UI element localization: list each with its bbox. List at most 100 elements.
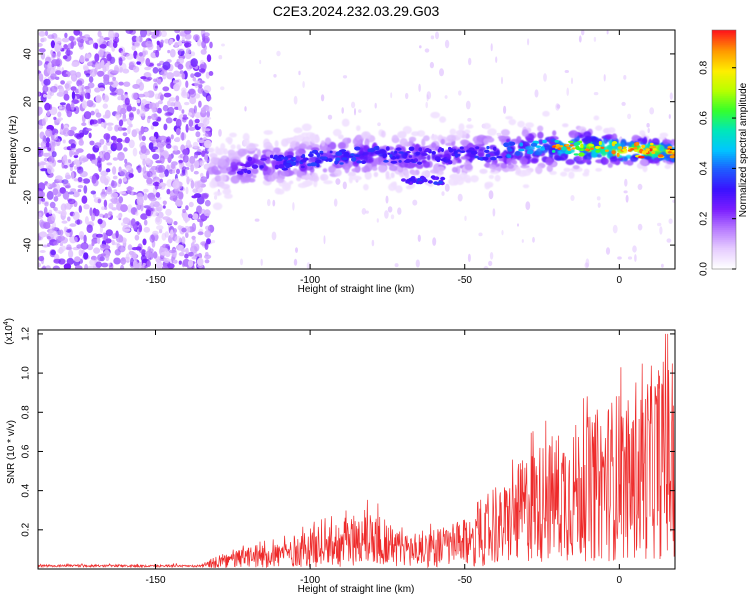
- faint-speck: [495, 56, 498, 63]
- noise-speck: [66, 257, 75, 265]
- signal-blob: [328, 165, 337, 174]
- noise-speck: [140, 76, 147, 80]
- colorbar-step: [712, 83, 736, 87]
- noise-speck: [175, 199, 183, 207]
- noise-speck: [44, 30, 49, 36]
- noise-speck: [104, 213, 109, 219]
- colorbar-step: [712, 159, 736, 163]
- signal-core: [389, 154, 393, 158]
- noise-speck: [86, 53, 91, 59]
- signal-core: [286, 155, 294, 159]
- signal-core: [316, 152, 321, 158]
- faint-speck: [637, 183, 643, 190]
- signal-core: [456, 149, 461, 152]
- signal-blob: [583, 131, 592, 139]
- signal-core: [379, 149, 386, 154]
- signal-core: [440, 158, 447, 162]
- noise-speck: [184, 101, 190, 106]
- noise-speck: [58, 229, 64, 236]
- noise-speck: [130, 257, 134, 267]
- noise-speck: [56, 118, 61, 123]
- noise-speck: [160, 70, 168, 76]
- noise-speck: [64, 83, 70, 89]
- signal-blob: [363, 132, 368, 138]
- noise-speck: [64, 32, 68, 38]
- signal-core: [351, 156, 357, 162]
- colorbar-step: [712, 73, 736, 77]
- noise-speck: [47, 62, 53, 69]
- noise-speck: [169, 48, 176, 58]
- noise-speck: [85, 128, 92, 132]
- faint-speck: [412, 199, 418, 206]
- noise-speck: [183, 114, 187, 118]
- noise-speck: [120, 50, 126, 57]
- noise-speck: [110, 79, 119, 88]
- secondary-blob: [405, 180, 411, 184]
- noise-speck: [73, 154, 79, 159]
- faint-speck: [464, 215, 467, 221]
- colorbar-step: [712, 137, 736, 141]
- spectrogram-panel: -150 -100 -50 0 -40 -20 0 20 40 Height of strai…: [8, 29, 676, 295]
- faint-speck: [293, 258, 298, 266]
- noise-speck: [79, 95, 83, 101]
- faint-speck: [351, 101, 356, 109]
- signal-blob: [568, 171, 575, 179]
- noise-speck: [68, 191, 75, 195]
- noise-speck: [118, 57, 123, 66]
- noise-speck: [105, 238, 112, 244]
- colorbar-step: [712, 207, 736, 210]
- noise-speck: [175, 95, 180, 102]
- signal-core: [437, 148, 441, 153]
- noise-speck: [163, 257, 170, 264]
- faint-speck: [405, 92, 409, 100]
- noise-speck: [170, 229, 174, 238]
- noise-speck: [91, 159, 97, 164]
- signal-blob: [470, 175, 479, 183]
- faint-speck: [221, 43, 225, 47]
- noise-speck: [172, 228, 177, 234]
- signal-blob: [590, 150, 598, 158]
- signal-blob: [563, 167, 571, 173]
- noise-speck: [204, 153, 208, 162]
- snr-y-ticks: 0.2 0.4 0.6 0.8 1.0 1.2: [21, 327, 675, 537]
- colorbar-step: [712, 103, 736, 107]
- hot-core: [644, 150, 649, 153]
- noise-speck: [125, 53, 134, 60]
- signal-blob: [439, 116, 447, 123]
- noise-speck: [100, 59, 105, 69]
- faint-speck: [211, 240, 216, 244]
- colorbar-frame: [711, 29, 737, 270]
- colorbar-step: [712, 37, 736, 41]
- noise-speck: [117, 96, 122, 101]
- noise-speck: [53, 258, 61, 264]
- noise-speck: [83, 204, 90, 210]
- faint-speck: [483, 265, 489, 269]
- faint-speck: [623, 75, 627, 80]
- colorbar-step: [712, 229, 736, 232]
- noise-speck: [188, 144, 193, 148]
- noise-speck: [150, 136, 157, 141]
- noise-speck: [171, 164, 176, 169]
- faint-speck: [374, 102, 377, 109]
- colorbar-step: [712, 141, 736, 145]
- faint-speck: [333, 198, 338, 207]
- noise-speck: [187, 213, 193, 219]
- colorbar-step: [712, 213, 736, 216]
- noise-speck: [47, 34, 55, 39]
- noise-speck: [50, 40, 56, 49]
- secondary-blob: [422, 178, 428, 183]
- signal-core: [436, 158, 441, 163]
- noise-speck: [159, 145, 164, 153]
- noise-speck: [94, 142, 102, 149]
- faint-speck: [627, 113, 632, 120]
- colorbar-step: [712, 173, 736, 176]
- noise-speck: [127, 125, 131, 135]
- colorbar-step: [712, 185, 736, 188]
- signal-blob: [488, 174, 494, 180]
- noise-speck: [204, 230, 212, 238]
- snr-series-line: [38, 333, 675, 569]
- faint-speck: [302, 81, 305, 88]
- noise-speck: [144, 128, 148, 132]
- faint-speck: [387, 206, 393, 213]
- signal-core: [398, 151, 404, 154]
